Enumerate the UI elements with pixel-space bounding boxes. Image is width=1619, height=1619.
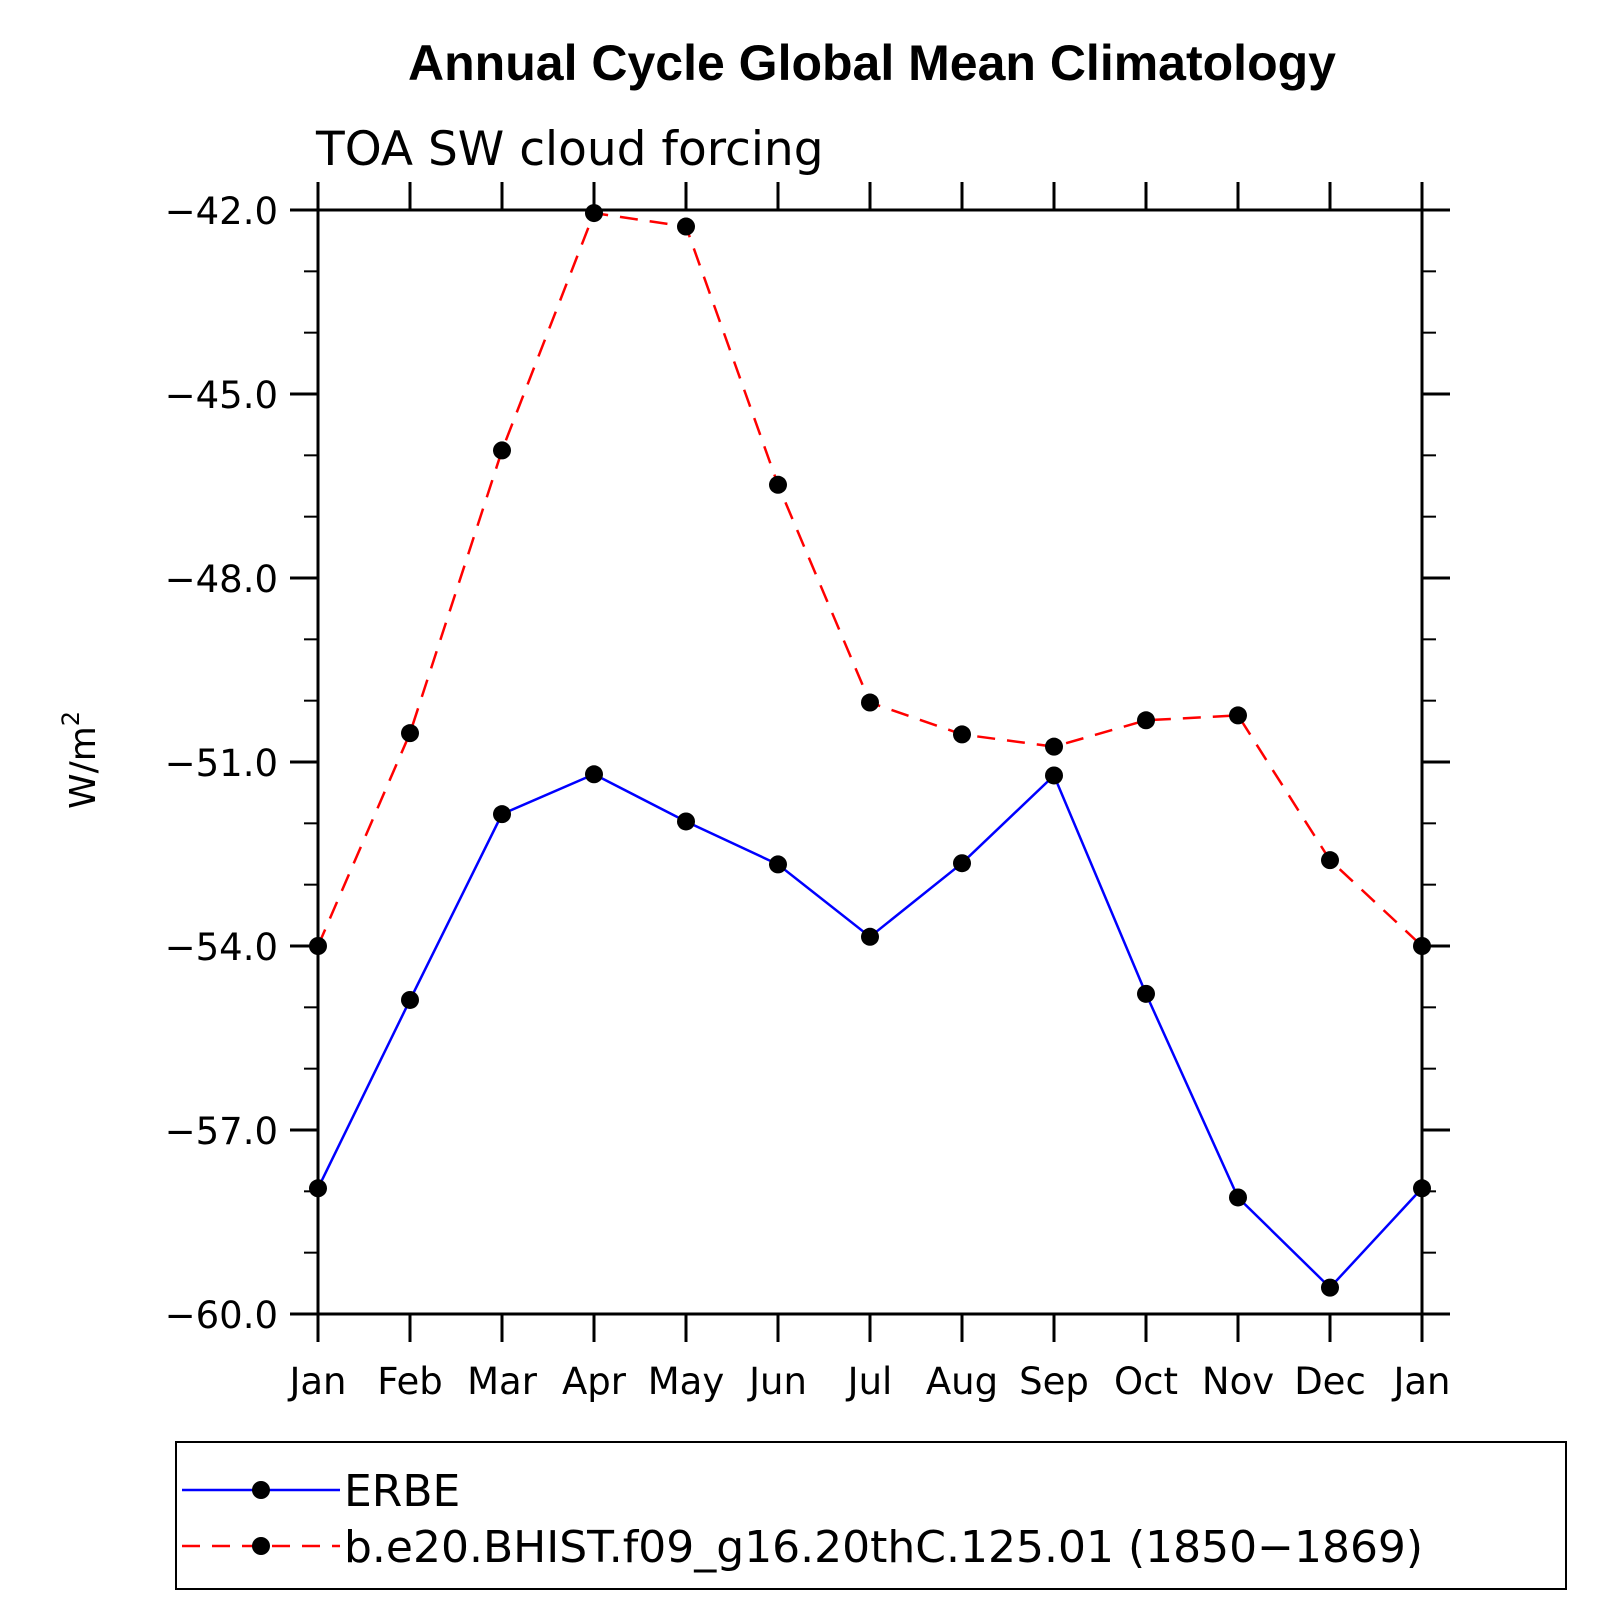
data-point-series-2	[861, 693, 879, 712]
x-tick-label: Aug	[926, 1360, 998, 1403]
chart-subtitle: TOA SW cloud forcing	[315, 122, 824, 177]
legend-box	[175, 1441, 1567, 1590]
data-point-series-1	[953, 854, 971, 873]
chart-title: Annual Cycle Global Mean Climatology	[408, 35, 1336, 91]
y-tick-label: −45.0	[165, 374, 278, 417]
legend-label-1: ERBE	[344, 1466, 460, 1517]
series-lines	[316, 211, 1423, 1290]
data-point-series-2	[1045, 737, 1063, 756]
data-markers	[309, 204, 1431, 1297]
y-tick-label: −42.0	[165, 190, 278, 233]
data-point-series-1	[493, 805, 511, 824]
data-point-series-2	[1229, 706, 1247, 725]
x-tick-label: Oct	[1114, 1360, 1178, 1403]
data-point-series-1	[1413, 1179, 1431, 1198]
data-point-series-2	[769, 475, 787, 494]
y-tick-label: −54.0	[165, 926, 278, 969]
series-line-1	[316, 772, 1423, 1290]
x-tick-label: Jan	[287, 1360, 346, 1403]
data-point-series-1	[677, 812, 695, 831]
data-point-series-1	[401, 990, 419, 1009]
x-tick-label: Nov	[1202, 1360, 1274, 1403]
plot-frame	[316, 208, 1424, 1316]
data-point-series-2	[1321, 851, 1339, 870]
data-point-series-2	[1137, 711, 1155, 730]
y-axis-label: W/m2	[57, 711, 104, 809]
series-line-2	[316, 211, 1423, 947]
data-point-series-2	[309, 937, 327, 955]
data-point-series-2	[401, 724, 419, 743]
legend-label-2: b.e20.BHIST.f09_g16.20thC.125.01 (1850−1…	[344, 1522, 1423, 1573]
data-point-series-2	[585, 204, 603, 223]
x-tick-label: Feb	[377, 1360, 443, 1403]
y-tick-label: −51.0	[165, 742, 278, 785]
x-tick-label: Jun	[747, 1360, 807, 1403]
x-tick-label: Mar	[467, 1360, 538, 1403]
data-point-series-1	[861, 927, 879, 946]
legend-marker-1	[252, 1481, 270, 1499]
x-tick-label: Apr	[562, 1360, 627, 1403]
data-point-series-1	[1321, 1278, 1339, 1297]
y-tick-label: −48.0	[165, 558, 278, 601]
x-tick-label: Sep	[1019, 1360, 1089, 1403]
y-tick-label: −57.0	[165, 1110, 278, 1153]
data-point-series-1	[769, 855, 787, 874]
y-axis-label-exponent: 2	[57, 711, 85, 726]
svg-text:W/m2: W/m2	[57, 711, 104, 809]
data-point-series-1	[309, 1179, 327, 1198]
x-tick-label: Dec	[1294, 1360, 1366, 1403]
y-axis-label-base: W/m	[63, 726, 104, 809]
data-point-series-1	[1137, 984, 1155, 1003]
y-tick-label: −60.0	[165, 1294, 278, 1337]
data-point-series-2	[493, 441, 511, 460]
data-point-series-1	[1229, 1188, 1247, 1207]
x-tick-label: Jul	[846, 1360, 893, 1403]
data-point-series-2	[1413, 937, 1431, 955]
legend-marker-2	[252, 1537, 270, 1555]
x-tick-label: Jan	[1391, 1360, 1450, 1403]
data-point-series-2	[953, 725, 971, 744]
x-tick-label: May	[648, 1360, 725, 1403]
data-point-series-1	[1045, 766, 1063, 785]
data-point-series-2	[677, 217, 695, 236]
data-point-series-1	[585, 765, 603, 784]
